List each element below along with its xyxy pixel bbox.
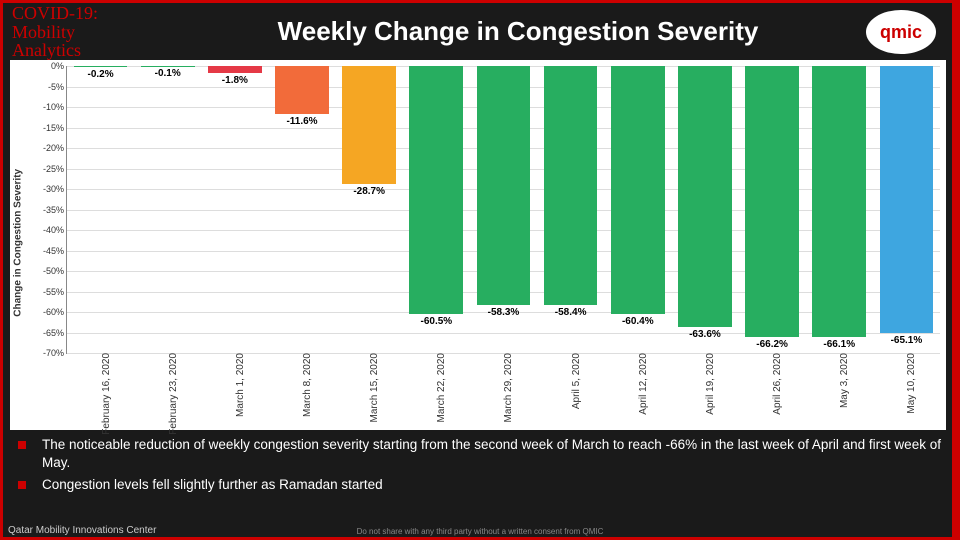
bar-slot: -11.6%March 8, 2020 (268, 66, 335, 353)
bar-slot: -58.3%March 29, 2020 (470, 66, 537, 353)
bullet-marker-icon (18, 481, 26, 489)
logo-text: qmic (880, 22, 922, 43)
bar-value-label: -28.7% (353, 186, 385, 197)
script-subtitle: COVID-19: Mobility Analytics (6, 2, 126, 61)
bar-value-label: -0.2% (88, 69, 114, 80)
ytick-label: -65% (43, 328, 67, 338)
bar-slot: -66.1%May 3, 2020 (806, 66, 873, 353)
x-axis-label: March 22, 2020 (432, 353, 447, 423)
qmic-logo: qmic (866, 10, 936, 54)
bullet-item: Congestion levels fell slightly further … (18, 476, 942, 494)
bullet-item: The noticeable reduction of weekly conge… (18, 436, 942, 472)
bar-slot: -0.2%February 16, 2020 (67, 66, 134, 353)
ytick-label: -45% (43, 246, 67, 256)
bullet-marker-icon (18, 441, 26, 449)
ytick-label: -35% (43, 205, 67, 215)
x-axis-label: May 3, 2020 (835, 353, 850, 408)
bar-value-label: -66.1% (823, 339, 855, 350)
x-axis-label: March 15, 2020 (365, 353, 380, 423)
page-title: Weekly Change in Congestion Severity (126, 16, 950, 47)
ytick-label: -5% (48, 82, 67, 92)
ytick-label: -60% (43, 307, 67, 317)
bar (812, 66, 866, 337)
bar (275, 66, 329, 114)
bar-slot: -66.2%April 26, 2020 (739, 66, 806, 353)
bar-slot: -1.8%March 1, 2020 (201, 66, 268, 353)
bar (880, 66, 934, 333)
bar (342, 66, 396, 184)
bar-slot: -65.1%May 10, 2020 (873, 66, 940, 353)
bullet-text: The noticeable reduction of weekly conge… (42, 436, 942, 472)
bar-value-label: -1.8% (222, 75, 248, 86)
y-axis-title: Change in Congestion Severity (13, 169, 24, 317)
x-axis-label: February 23, 2020 (164, 353, 179, 435)
footer-disclaimer: Do not share with any third party withou… (357, 527, 604, 536)
bar-slot: -60.5%March 22, 2020 (403, 66, 470, 353)
ytick-label: -50% (43, 266, 67, 276)
x-axis-label: February 16, 2020 (97, 353, 112, 435)
bar-slot: -63.6%April 19, 2020 (671, 66, 738, 353)
bar-slot: -0.1%February 23, 2020 (134, 66, 201, 353)
header: COVID-19: Mobility Analytics Weekly Chan… (6, 4, 950, 58)
bar (208, 66, 262, 73)
bar (544, 66, 598, 305)
x-axis-label: April 26, 2020 (768, 353, 783, 415)
ytick-label: -30% (43, 184, 67, 194)
ytick-label: -70% (43, 348, 67, 358)
ytick-label: -15% (43, 123, 67, 133)
bullet-text: Congestion levels fell slightly further … (42, 476, 383, 494)
bar-value-label: -65.1% (891, 335, 923, 346)
bullet-list: The noticeable reduction of weekly conge… (18, 436, 942, 499)
x-axis-label: April 19, 2020 (701, 353, 716, 415)
bar-value-label: -60.4% (622, 316, 654, 327)
bar (477, 66, 531, 305)
bar (678, 66, 732, 327)
x-axis-label: March 1, 2020 (231, 353, 246, 417)
ytick-label: -10% (43, 102, 67, 112)
bar (745, 66, 799, 337)
x-axis-label: April 5, 2020 (567, 353, 582, 409)
bar-slot: -60.4%April 12, 2020 (604, 66, 671, 353)
bar (611, 66, 665, 314)
bar-value-label: -66.2% (756, 339, 788, 350)
ytick-label: 0% (51, 61, 67, 71)
bar-value-label: -58.3% (488, 307, 520, 318)
ytick-label: -40% (43, 225, 67, 235)
chart-panel: Change in Congestion Severity 0%-5%-10%-… (10, 60, 946, 430)
x-axis-label: April 12, 2020 (634, 353, 649, 415)
bar-slot: -28.7%March 15, 2020 (336, 66, 403, 353)
x-axis-label: May 10, 2020 (902, 353, 917, 414)
bar (409, 66, 463, 314)
x-axis-label: March 29, 2020 (499, 353, 514, 423)
plot-area: 0%-5%-10%-15%-20%-25%-30%-35%-40%-45%-50… (66, 66, 940, 354)
bar-value-label: -0.1% (155, 68, 181, 79)
bar-value-label: -11.6% (286, 116, 317, 127)
ytick-label: -25% (43, 164, 67, 174)
bar (74, 66, 128, 67)
ytick-label: -55% (43, 287, 67, 297)
x-axis-label: March 8, 2020 (298, 353, 313, 417)
bar-slot: -58.4%April 5, 2020 (537, 66, 604, 353)
footer-left: Qatar Mobility Innovations Center (8, 525, 156, 536)
bar-value-label: -58.4% (555, 307, 587, 318)
bar-value-label: -60.5% (420, 316, 452, 327)
ytick-label: -20% (43, 143, 67, 153)
bar-value-label: -63.6% (689, 329, 721, 340)
